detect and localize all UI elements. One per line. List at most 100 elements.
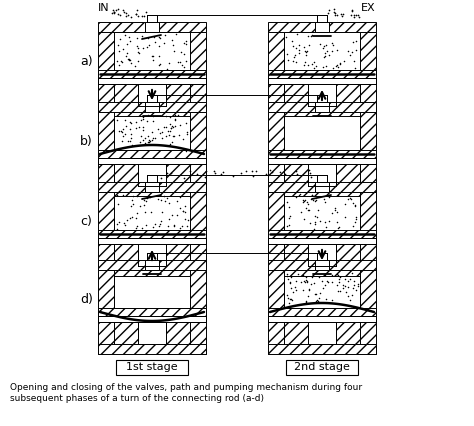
Point (349, 199, 357, 206)
Point (171, 115, 178, 122)
Bar (147, 175, 157, 182)
Point (339, 10, 346, 17)
Point (348, 6, 356, 13)
Bar (166, 84, 190, 106)
Point (352, 215, 360, 222)
Point (316, 217, 324, 224)
Point (346, 276, 354, 282)
Point (169, 42, 176, 49)
Point (300, 286, 307, 293)
Point (174, 111, 182, 118)
Bar (284, 270, 360, 308)
Point (114, 58, 121, 64)
Point (351, 219, 358, 225)
Point (144, 133, 152, 140)
Bar (98, 266, 206, 276)
Bar (268, 158, 376, 164)
Point (142, 197, 149, 204)
Bar (114, 192, 190, 230)
Point (137, 138, 144, 145)
Point (318, 278, 326, 285)
Point (173, 211, 181, 218)
Point (201, 173, 209, 180)
Point (284, 57, 292, 64)
Point (144, 138, 151, 145)
Point (328, 296, 336, 303)
Point (155, 43, 163, 50)
Point (182, 148, 190, 155)
Point (351, 65, 358, 72)
Point (180, 175, 188, 181)
Bar (268, 102, 315, 112)
Point (311, 221, 319, 227)
Bar (286, 360, 358, 375)
Bar (116, 360, 188, 375)
Point (301, 47, 309, 54)
Point (352, 46, 360, 53)
Point (334, 192, 342, 199)
Point (288, 37, 296, 44)
Point (156, 35, 164, 42)
Point (304, 201, 312, 207)
Point (304, 33, 312, 40)
Point (336, 60, 344, 67)
Point (328, 40, 336, 46)
Point (149, 223, 157, 230)
Point (138, 33, 146, 40)
Point (335, 224, 343, 230)
Point (149, 53, 157, 60)
Point (283, 34, 290, 40)
Point (352, 37, 360, 44)
Point (117, 57, 125, 64)
Point (142, 222, 149, 228)
Point (110, 9, 118, 16)
Point (134, 58, 142, 64)
Bar (360, 112, 376, 158)
Bar (147, 253, 157, 260)
Point (125, 55, 133, 62)
Point (123, 40, 131, 47)
Point (113, 221, 121, 228)
Bar (98, 106, 206, 116)
Bar (98, 158, 206, 164)
Point (140, 113, 147, 120)
Point (133, 35, 141, 41)
Bar (190, 112, 206, 158)
Point (348, 270, 356, 276)
Bar (360, 84, 376, 116)
Point (170, 223, 177, 230)
Point (323, 42, 330, 49)
Point (151, 134, 158, 141)
Bar (145, 22, 159, 32)
Point (159, 209, 166, 216)
Point (121, 131, 129, 138)
Point (299, 199, 307, 206)
Point (315, 295, 322, 302)
Text: 1st stage: 1st stage (126, 363, 178, 372)
Bar (159, 102, 206, 112)
Point (302, 52, 310, 59)
Point (120, 219, 128, 226)
Point (323, 47, 331, 54)
Point (325, 52, 333, 59)
Point (323, 296, 330, 302)
Bar (268, 186, 376, 196)
Point (304, 61, 311, 68)
Point (294, 31, 301, 37)
Point (218, 170, 225, 177)
Point (337, 11, 345, 17)
Point (356, 14, 363, 20)
Bar (317, 175, 327, 182)
Point (342, 289, 350, 296)
Point (283, 292, 291, 299)
Point (301, 197, 308, 204)
Bar (98, 102, 145, 112)
Point (172, 31, 180, 37)
Bar (317, 253, 327, 260)
Point (128, 131, 135, 138)
Point (179, 207, 187, 214)
Bar (98, 84, 114, 116)
Point (334, 288, 342, 295)
Point (302, 49, 310, 56)
Point (165, 132, 173, 138)
